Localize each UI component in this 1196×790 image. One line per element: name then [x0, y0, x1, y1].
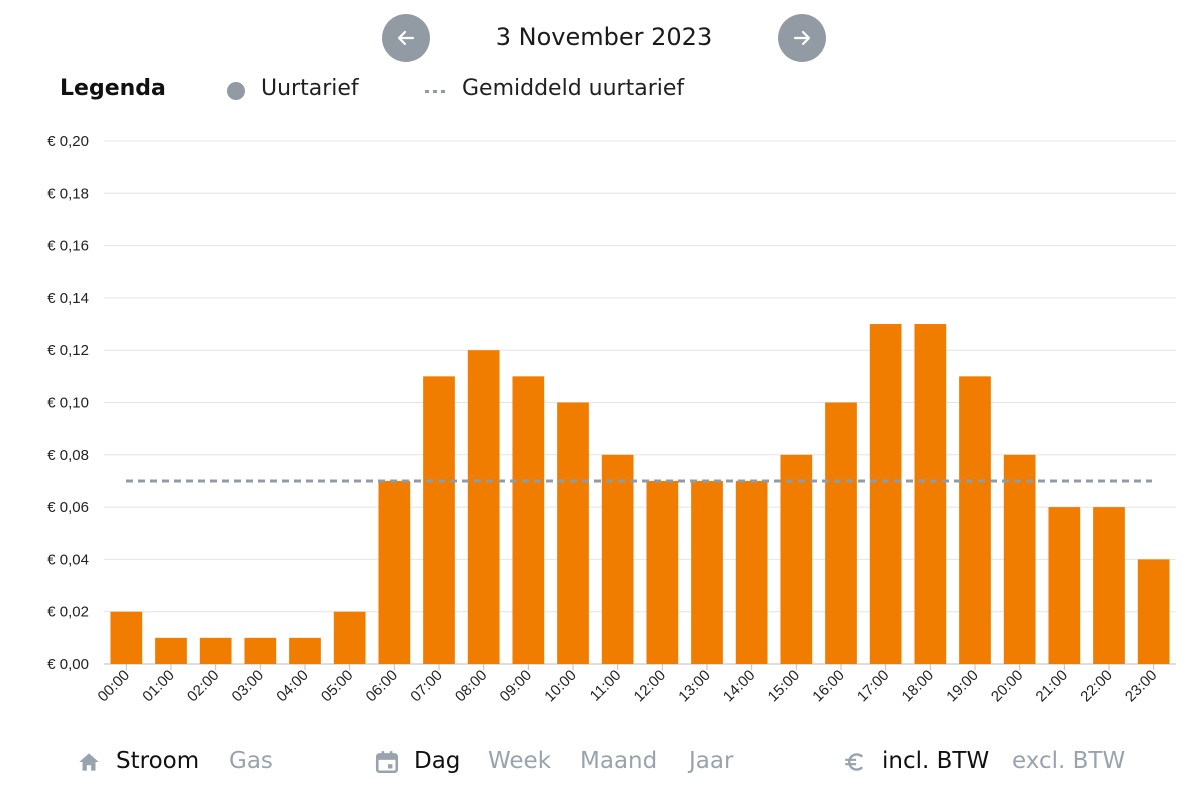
- arrow-right-icon: [793, 30, 811, 46]
- x-tick-label: 17:00: [854, 667, 893, 706]
- x-tick-label: 00:00: [95, 667, 134, 706]
- y-tick-label: € 0,10: [47, 395, 89, 412]
- x-tick-label: 04:00: [273, 667, 312, 706]
- y-tick-label: € 0,02: [47, 604, 89, 621]
- x-tick-label: 05:00: [318, 667, 357, 706]
- x-tick-label: 09:00: [497, 667, 536, 706]
- bar-1500: [780, 454, 813, 664]
- y-tick-label: € 0,14: [47, 290, 89, 307]
- legend-item-uurtarief: Uurtarief: [261, 76, 359, 101]
- x-tick-label: 16:00: [809, 667, 848, 706]
- y-tick-label: € 0,00: [47, 656, 89, 673]
- bar-1300: [691, 480, 723, 664]
- bar-1700: [869, 324, 902, 664]
- legend-title: Legenda: [60, 76, 166, 101]
- x-tick-label: 08:00: [452, 667, 491, 706]
- y-tick-label: € 0,12: [47, 342, 89, 359]
- home-icon: [79, 753, 99, 771]
- legend-dash-icon: [425, 90, 449, 93]
- bar-0000: [110, 611, 143, 664]
- x-tick-label: 03:00: [229, 667, 268, 706]
- energy-stroom-toggle[interactable]: Stroom: [116, 748, 200, 774]
- bar-0400: [289, 637, 321, 664]
- y-tick-label: € 0,20: [47, 133, 89, 150]
- x-tick-label: 23:00: [1122, 667, 1161, 706]
- euro-icon: [845, 753, 863, 771]
- vat-excl-toggle[interactable]: excl. BTW: [1012, 748, 1126, 774]
- y-tick-label: € 0,06: [47, 499, 89, 516]
- bar-1400: [735, 480, 768, 664]
- bar-2300: [1137, 559, 1170, 664]
- calendar-icon: [375, 751, 399, 774]
- x-tick-label: 11:00: [587, 667, 625, 705]
- energy-gas-toggle[interactable]: Gas: [229, 748, 273, 774]
- y-tick-label: € 0,16: [47, 238, 89, 255]
- bar-2200: [1093, 507, 1125, 664]
- filter-bar: Stroom Gas Dag Week Maand Jaar incl. BTW…: [0, 740, 1196, 784]
- x-tick-label: 20:00: [988, 667, 1027, 706]
- next-day-button[interactable]: [778, 14, 826, 62]
- x-tick-label: 18:00: [899, 667, 938, 706]
- x-tick-label: 13:00: [675, 667, 714, 706]
- bar-0200: [199, 637, 232, 664]
- selected-date: 3 November 2023: [495, 23, 713, 51]
- x-tick-label: 10:00: [541, 667, 580, 706]
- x-tick-label: 21:00: [1033, 667, 1072, 706]
- bar-1900: [959, 376, 991, 664]
- bar-1200: [646, 480, 679, 664]
- bar-0700: [423, 376, 455, 664]
- bar-0300: [244, 637, 277, 664]
- arrow-left-icon: [397, 30, 415, 46]
- bar-1600: [825, 402, 857, 664]
- vat-incl-toggle[interactable]: incl. BTW: [882, 748, 990, 774]
- y-tick-label: € 0,08: [47, 447, 89, 464]
- bar-1000: [557, 402, 589, 664]
- x-tick-label: 15:00: [765, 667, 804, 706]
- y-tick-label: € 0,04: [47, 551, 89, 568]
- bar-0500: [333, 611, 366, 664]
- legend-item-average: Gemiddeld uurtarief: [462, 76, 685, 101]
- period-year-tab[interactable]: Jaar: [689, 748, 734, 774]
- x-tick-label: 19:00: [943, 667, 982, 706]
- y-tick-label: € 0,18: [47, 185, 89, 202]
- x-tick-label: 22:00: [1077, 667, 1116, 706]
- x-tick-label: 06:00: [363, 667, 402, 706]
- period-day-tab[interactable]: Dag: [414, 748, 461, 774]
- bar-2100: [1048, 507, 1081, 664]
- period-month-tab[interactable]: Maand: [580, 748, 658, 774]
- price-bar-chart: € 0,00 € 0,02 € 0,04 € 0,06 € 0,08 € 0,10 € 0,…: [47, 133, 1176, 706]
- bar-0100: [155, 637, 187, 664]
- bar-2000: [1003, 454, 1036, 664]
- period-week-tab[interactable]: Week: [488, 748, 552, 774]
- previous-day-button[interactable]: [382, 14, 430, 62]
- x-tick-label: 07:00: [407, 667, 446, 706]
- bar-0800: [467, 350, 500, 664]
- x-tick-label: 12:00: [631, 667, 670, 706]
- bar-1800: [914, 324, 947, 664]
- chart-legend: Legenda Uurtarief Gemiddeld uurtarief: [0, 74, 1196, 108]
- x-tick-label: 01:00: [139, 667, 178, 706]
- legend-dot-icon: [227, 82, 245, 100]
- x-tick-label: 02:00: [184, 667, 223, 706]
- bar-1100: [601, 454, 634, 664]
- x-tick-label: 14:00: [720, 667, 759, 706]
- bar-0900: [512, 376, 545, 664]
- bar-0600: [378, 480, 411, 664]
